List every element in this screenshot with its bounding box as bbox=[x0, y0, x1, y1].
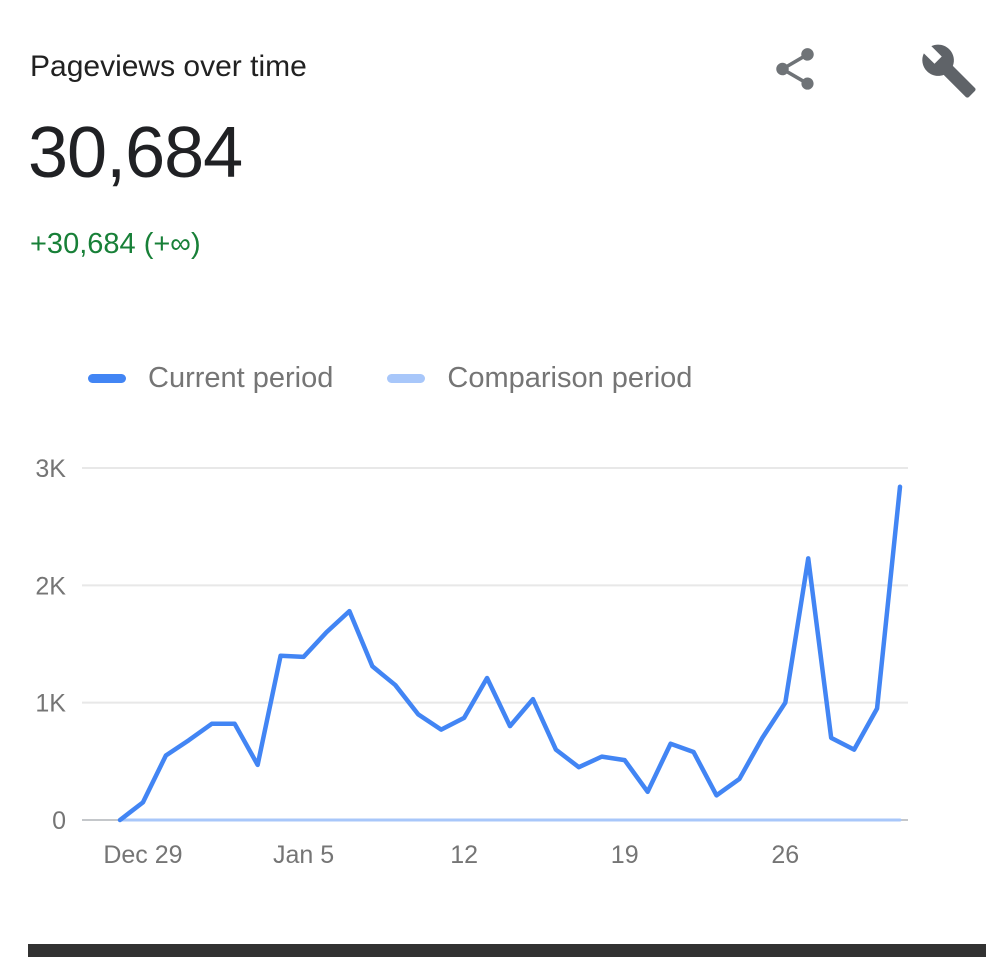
wrench-icon bbox=[922, 44, 976, 98]
card-title: Pageviews over time bbox=[30, 50, 307, 83]
svg-text:19: 19 bbox=[611, 841, 639, 869]
share-icon bbox=[776, 48, 814, 90]
delta-change: +30,684 (+∞) bbox=[30, 228, 201, 260]
svg-text:Dec 29: Dec 29 bbox=[103, 841, 182, 869]
legend-label-comparison: Comparison period bbox=[447, 362, 693, 394]
series-current-period bbox=[117, 484, 903, 823]
share-button[interactable] bbox=[770, 44, 820, 94]
svg-text:1K: 1K bbox=[35, 690, 66, 718]
legend-label-current: Current period bbox=[148, 362, 334, 394]
legend-swatch-comparison bbox=[387, 374, 426, 383]
customize-widget-button[interactable] bbox=[920, 42, 978, 100]
legend-item-comparison: Comparison period bbox=[387, 362, 692, 395]
total-pageviews-value: 30,684 bbox=[28, 113, 243, 193]
svg-text:Jan 5: Jan 5 bbox=[273, 841, 334, 869]
svg-text:12: 12 bbox=[450, 841, 478, 869]
cropped-next-section bbox=[28, 944, 986, 957]
svg-text:2K: 2K bbox=[35, 572, 66, 600]
pageviews-line-chart[interactable]: 0 1K 2K 3K Dec 29 Jan 5 12 19 26 bbox=[20, 438, 960, 878]
legend-swatch-current bbox=[88, 374, 126, 383]
svg-text:0: 0 bbox=[52, 807, 66, 835]
svg-text:3K: 3K bbox=[35, 455, 66, 483]
chart-legend: Current period Comparison period bbox=[88, 362, 692, 395]
legend-item-current: Current period bbox=[88, 362, 333, 395]
svg-text:26: 26 bbox=[771, 841, 799, 869]
